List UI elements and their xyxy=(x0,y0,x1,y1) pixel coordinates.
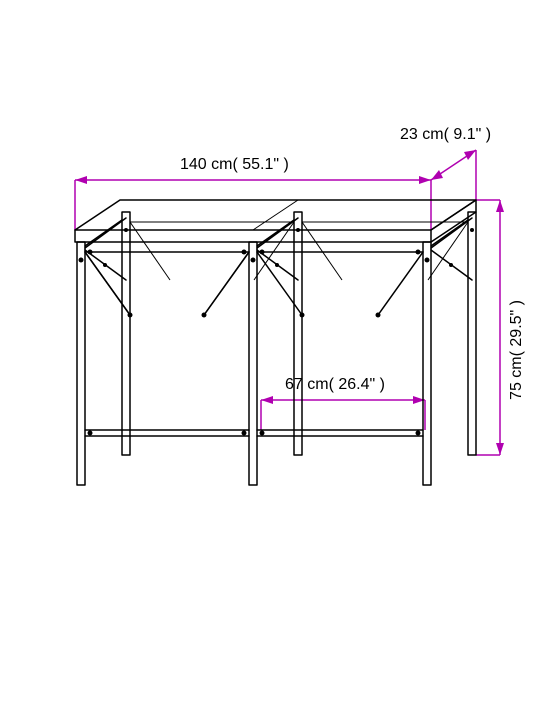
braces xyxy=(85,218,472,315)
table-drawing xyxy=(75,200,476,485)
dim-inner xyxy=(261,396,425,430)
label-inner: 67 cm( 26.4" ) xyxy=(285,376,385,394)
lower-rail xyxy=(85,400,423,436)
label-width: 140 cm( 55.1" ) xyxy=(180,156,289,174)
label-depth: 23 cm( 9.1" ) xyxy=(400,126,491,144)
diagram-stage: 140 cm( 55.1" ) 23 cm( 9.1" ) 75 cm( 29.… xyxy=(0,0,540,720)
dimension-lines xyxy=(75,150,504,455)
dim-depth xyxy=(431,150,476,200)
diagram-svg xyxy=(0,0,540,720)
dim-height xyxy=(476,200,504,455)
label-height: 75 cm( 29.5" ) xyxy=(508,300,526,400)
tabletop xyxy=(75,200,476,242)
bolts xyxy=(79,228,475,436)
